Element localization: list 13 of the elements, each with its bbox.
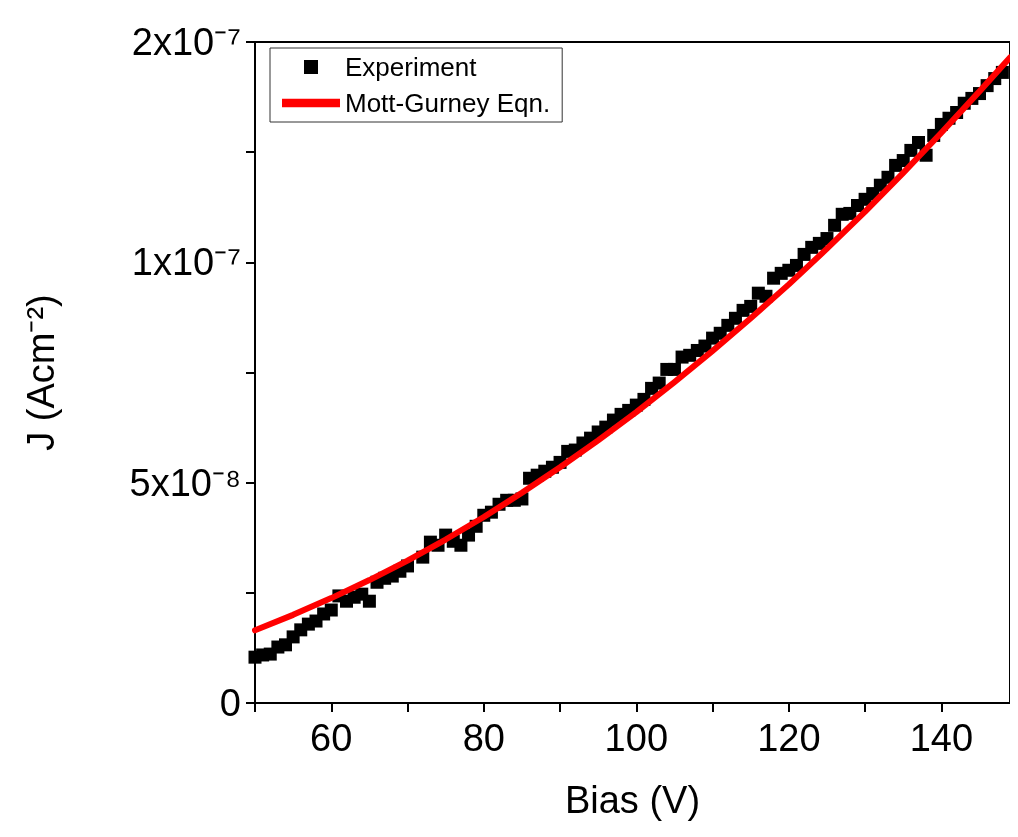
x-tick-label: 60 (310, 717, 353, 759)
y-tick-label: 1x10⁻⁷ (131, 241, 241, 284)
y-axis-title: J (Acm⁻²) (20, 294, 62, 451)
legend-label: Mott-Gurney Eqn. (345, 88, 551, 118)
y-tick-label: 0 (219, 682, 241, 724)
x-tick-label: 80 (462, 717, 505, 759)
legend-label: Experiment (345, 52, 478, 82)
x-tick-label: 100 (604, 717, 669, 759)
x-tick-label: 120 (757, 717, 821, 759)
y-tick-label: 2x10⁻⁷ (131, 21, 241, 63)
x-axis-title: Bias (V) (564, 779, 701, 821)
y-tick-label: 5x10⁻⁸ (129, 461, 241, 504)
x-tick-label: 140 (909, 717, 974, 759)
